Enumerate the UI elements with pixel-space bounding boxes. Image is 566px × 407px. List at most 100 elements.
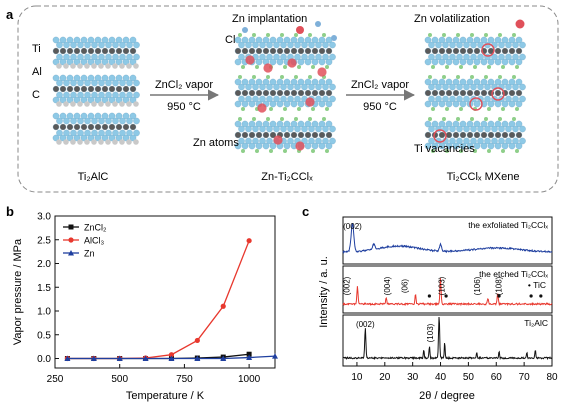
atom — [245, 41, 252, 49]
atom — [456, 41, 463, 49]
atom — [245, 125, 252, 133]
atom — [297, 89, 305, 97]
atom — [126, 129, 133, 137]
atom — [66, 134, 74, 142]
atom — [266, 53, 273, 61]
atom — [122, 36, 130, 44]
atom — [234, 89, 242, 97]
atom — [276, 47, 284, 55]
atom — [463, 41, 470, 49]
atom — [445, 78, 453, 86]
atom — [442, 125, 449, 133]
atom — [119, 53, 126, 61]
cl-atom — [241, 65, 245, 69]
atom — [456, 137, 463, 145]
atom — [115, 36, 123, 44]
atom — [311, 47, 319, 55]
floating-atom — [242, 27, 248, 33]
atom — [112, 79, 119, 87]
atom — [301, 53, 308, 61]
x-tick-label: 40 — [435, 372, 447, 383]
atom — [52, 47, 60, 55]
atom — [290, 47, 298, 55]
atom — [66, 96, 74, 104]
peak-label: (108) — [495, 276, 504, 295]
atom — [431, 89, 439, 97]
atom — [129, 134, 137, 142]
panel-c-label: c — [302, 204, 309, 219]
cl-atom — [238, 75, 242, 79]
atom — [108, 134, 116, 142]
cl-atom — [431, 65, 435, 69]
al-atom — [84, 63, 90, 69]
al-atom — [126, 139, 132, 145]
atom — [133, 129, 140, 137]
plot-c-xlabel: 2θ / degree — [419, 390, 475, 402]
cl-atom — [484, 33, 488, 37]
al-atom — [126, 101, 132, 107]
data-point — [194, 355, 201, 361]
atom — [276, 58, 284, 66]
atom — [129, 58, 137, 66]
atom — [452, 78, 460, 86]
atom — [52, 96, 60, 104]
ti-vacancy — [481, 43, 495, 57]
x-tick-label: 80 — [546, 372, 558, 383]
atom — [238, 53, 245, 61]
zn-atom — [257, 103, 267, 113]
atom — [87, 58, 95, 66]
al-atom — [119, 101, 125, 107]
atom — [80, 47, 88, 55]
atom — [266, 125, 273, 133]
atom — [311, 89, 319, 97]
atom — [56, 91, 63, 99]
atom — [297, 47, 305, 55]
atom — [280, 41, 287, 49]
atom — [480, 131, 488, 139]
atom — [515, 100, 523, 108]
atom — [480, 89, 488, 97]
atom — [329, 125, 336, 133]
atom — [438, 47, 446, 55]
atom — [66, 74, 74, 82]
panel-a-label: a — [6, 7, 14, 22]
atom — [105, 129, 112, 137]
atom — [84, 79, 91, 87]
zn-atom — [305, 97, 315, 107]
zn-atoms-label: Zn atoms — [193, 137, 239, 149]
atom — [269, 142, 277, 150]
atom — [311, 36, 319, 44]
atom — [318, 120, 326, 128]
atom — [52, 74, 60, 82]
atom — [91, 41, 98, 49]
atom — [94, 134, 102, 142]
plot-c-ylabel: Intensity / a. u. — [318, 256, 330, 328]
atom — [473, 78, 481, 86]
atom — [466, 58, 474, 66]
peak-label: (002) — [343, 222, 362, 231]
atom — [456, 83, 463, 91]
cl-atom — [431, 149, 435, 153]
atom — [101, 58, 109, 66]
atom — [73, 134, 81, 142]
atom — [515, 142, 523, 150]
atom — [438, 89, 446, 97]
atom — [283, 131, 291, 139]
cl-atom — [252, 75, 256, 79]
atom — [248, 142, 256, 150]
atom — [248, 89, 256, 97]
atom — [73, 74, 81, 82]
atom — [255, 142, 263, 150]
cl-atom — [487, 149, 491, 153]
legend-marker — [68, 224, 74, 230]
atom — [262, 36, 270, 44]
atom — [70, 41, 77, 49]
al-atom — [105, 63, 111, 69]
atom — [290, 120, 298, 128]
atom — [80, 74, 88, 82]
atom — [283, 142, 291, 150]
atom — [276, 36, 284, 44]
atom — [445, 47, 453, 55]
atom — [466, 89, 474, 97]
al-atom — [105, 139, 111, 145]
